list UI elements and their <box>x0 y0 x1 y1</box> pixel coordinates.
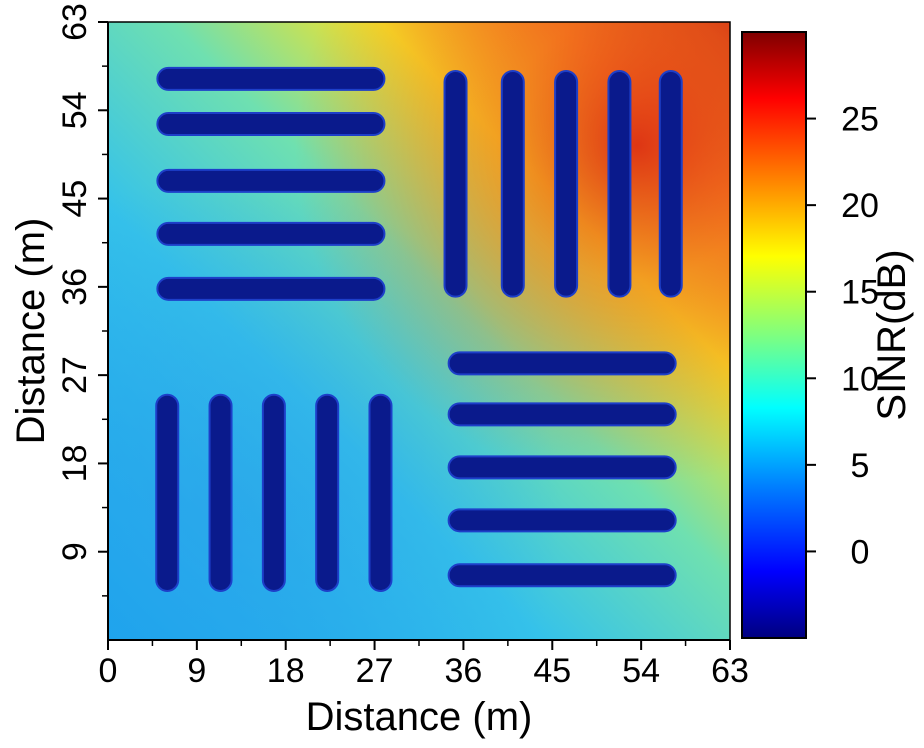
x-tick-label-45: 45 <box>533 652 571 690</box>
obstacles-layer <box>155 66 683 592</box>
y-axis: 9 18 27 36 45 54 63 <box>56 3 109 640</box>
y-axis-title: Distance (m) <box>9 218 53 445</box>
y-tick-label-9: 9 <box>56 542 94 561</box>
x-tick-label-9: 9 <box>187 652 206 690</box>
x-axis: 0 9 18 27 36 45 54 63 <box>99 639 749 690</box>
colorbar-label: SINR(dB) <box>870 249 914 420</box>
obstacle-10 <box>658 70 683 298</box>
colorbar-tick-label-5: 5 <box>851 447 870 485</box>
obstacle-13 <box>261 393 286 592</box>
obstacle-18 <box>447 455 677 480</box>
obstacle-19 <box>447 508 677 533</box>
obstacle-12 <box>208 393 233 592</box>
obstacle-6 <box>443 70 468 298</box>
colorbar-tick-label-0: 0 <box>851 533 870 571</box>
colorbar-ticks: 0 5 10 15 20 25 <box>806 101 879 571</box>
obstacle-15 <box>368 393 393 592</box>
colorbar-gradient <box>741 31 807 639</box>
colorbar-tick-label-25: 25 <box>841 101 879 139</box>
obstacle-20 <box>447 563 677 588</box>
obstacle-5 <box>156 276 386 301</box>
obstacle-16 <box>447 351 677 376</box>
colorbar-tick-label-20: 20 <box>841 187 879 225</box>
y-tick-label-63: 63 <box>56 3 94 41</box>
x-tick-label-54: 54 <box>622 652 660 690</box>
x-tick-label-18: 18 <box>267 652 305 690</box>
obstacle-7 <box>500 70 525 298</box>
x-tick-label-63: 63 <box>711 652 749 690</box>
colorbar: 0 5 10 15 20 25 SINR(dB) <box>741 31 914 639</box>
heatmap-plot-area <box>107 21 731 641</box>
obstacle-2 <box>156 112 386 137</box>
x-axis-title: Distance (m) <box>306 695 533 739</box>
obstacle-8 <box>554 70 579 298</box>
obstacle-4 <box>156 221 386 246</box>
colorbar-tick-label-10: 10 <box>841 360 879 398</box>
x-tick-label-27: 27 <box>356 652 394 690</box>
obstacle-1 <box>156 66 386 91</box>
obstacle-9 <box>607 70 632 298</box>
x-tick-label-36: 36 <box>445 652 483 690</box>
y-tick-label-36: 36 <box>56 268 94 306</box>
obstacle-14 <box>315 393 340 592</box>
y-tick-label-27: 27 <box>56 356 94 394</box>
y-tick-label-18: 18 <box>56 445 94 483</box>
y-tick-label-45: 45 <box>56 180 94 218</box>
obstacle-17 <box>447 402 677 427</box>
obstacle-3 <box>156 168 386 193</box>
y-tick-label-54: 54 <box>56 91 94 129</box>
x-tick-label-0: 0 <box>99 652 118 690</box>
obstacle-11 <box>155 393 180 592</box>
colorbar-tick-label-15: 15 <box>841 274 879 312</box>
